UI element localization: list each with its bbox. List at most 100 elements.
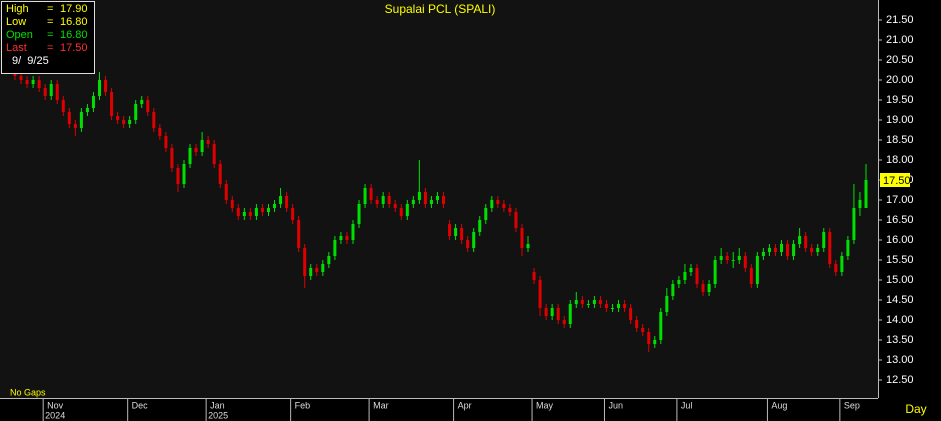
x-tick-label: Jul: [681, 400, 693, 410]
candle-body: [61, 100, 65, 112]
candle-body: [780, 244, 784, 252]
last-price-marker: [880, 173, 910, 187]
candle-body: [375, 200, 379, 204]
candle-body: [695, 268, 699, 284]
y-tick-label: 19.50: [886, 94, 914, 106]
candle-body: [484, 208, 488, 220]
candle-body: [224, 184, 228, 200]
candle-body: [315, 268, 319, 272]
info-label: Low: [6, 16, 26, 28]
candle-body: [381, 196, 385, 204]
candle-body: [448, 224, 452, 236]
y-tick-label: 21.50: [886, 14, 914, 26]
candle-body: [43, 88, 47, 96]
candle-body: [333, 240, 337, 256]
x-tick-label: Nov: [47, 400, 64, 410]
candle-body: [357, 204, 361, 224]
candle-body: [104, 80, 108, 92]
x-tick-label: Jun: [608, 400, 623, 410]
candle-body: [592, 300, 596, 304]
info-value: 16.80: [60, 16, 88, 28]
candle-body: [846, 240, 850, 256]
candle-body: [218, 164, 222, 184]
candle-body: [731, 260, 735, 261]
gap-mode: No Gaps: [10, 387, 46, 397]
candle-body: [182, 164, 186, 184]
candle-body: [520, 228, 524, 248]
candle-body: [586, 304, 590, 305]
candle-body: [514, 212, 518, 228]
info-sep: =: [47, 16, 53, 28]
candle-body: [393, 204, 397, 208]
candle-body: [122, 120, 126, 124]
candle-body: [116, 116, 120, 120]
candle-body: [387, 196, 391, 204]
candle-body: [405, 204, 409, 216]
y-tick-label: 21.00: [886, 34, 914, 46]
candle-body: [212, 144, 216, 164]
candle-body: [25, 80, 29, 84]
candle-body: [773, 248, 777, 252]
period-label: Day: [905, 402, 926, 416]
candle-body: [623, 304, 627, 308]
candle-body: [351, 224, 355, 240]
candle-body: [423, 192, 427, 204]
y-tick-label: 13.00: [886, 354, 914, 366]
info-sep: =: [47, 3, 53, 15]
candle-body: [291, 208, 295, 220]
candle-body: [146, 100, 150, 112]
candle-body: [719, 256, 723, 260]
candle-body: [671, 284, 675, 296]
year-label: 2025: [208, 410, 228, 420]
candle-body: [97, 80, 101, 96]
candle-body: [110, 92, 114, 116]
candle-body: [864, 180, 868, 208]
candle-body: [363, 188, 367, 204]
x-tick-label: Jan: [210, 400, 225, 410]
candle-body: [822, 232, 826, 248]
candle-body: [345, 236, 349, 240]
info-value: 17.50: [60, 42, 88, 54]
candle-body: [411, 200, 415, 204]
candle-body: [532, 272, 536, 280]
candle-body: [556, 308, 560, 320]
candle-body: [170, 148, 174, 168]
candle-body: [73, 124, 77, 128]
candle-body: [472, 232, 476, 248]
candle-body: [429, 200, 433, 204]
candle-body: [834, 264, 838, 272]
y-tick-label: 20.50: [886, 54, 914, 66]
candle-body: [604, 304, 608, 308]
candle-body: [285, 196, 289, 208]
candle-body: [254, 208, 258, 216]
candle-body: [761, 252, 765, 256]
candle-body: [49, 84, 53, 96]
info-label: High: [6, 3, 29, 15]
candle-body: [526, 244, 530, 248]
candle-body: [647, 332, 651, 344]
candle-body: [435, 196, 439, 200]
info-label: Open: [6, 29, 33, 41]
candle-body: [134, 104, 138, 120]
candle-body: [369, 188, 373, 200]
candle-body: [188, 148, 192, 164]
candle-body: [67, 112, 71, 124]
candle-body: [399, 208, 403, 216]
candle-body: [659, 312, 663, 340]
candle-body: [466, 240, 470, 248]
candle-body: [37, 80, 41, 88]
info-frame: [1, 1, 95, 74]
candle-body: [417, 192, 421, 200]
candle-body: [152, 112, 156, 128]
candle-body: [677, 280, 681, 284]
candle-body: [297, 220, 301, 248]
x-tick-label: Feb: [295, 400, 311, 410]
candle-body: [852, 208, 856, 240]
x-tick-label: Dec: [132, 400, 149, 410]
y-tick-label: 18.00: [886, 154, 914, 166]
candle-body: [792, 244, 796, 256]
candle-body: [810, 248, 814, 252]
candle-body: [798, 236, 802, 244]
year-label: 2024: [45, 410, 65, 420]
x-tick-label: Mar: [373, 400, 389, 410]
